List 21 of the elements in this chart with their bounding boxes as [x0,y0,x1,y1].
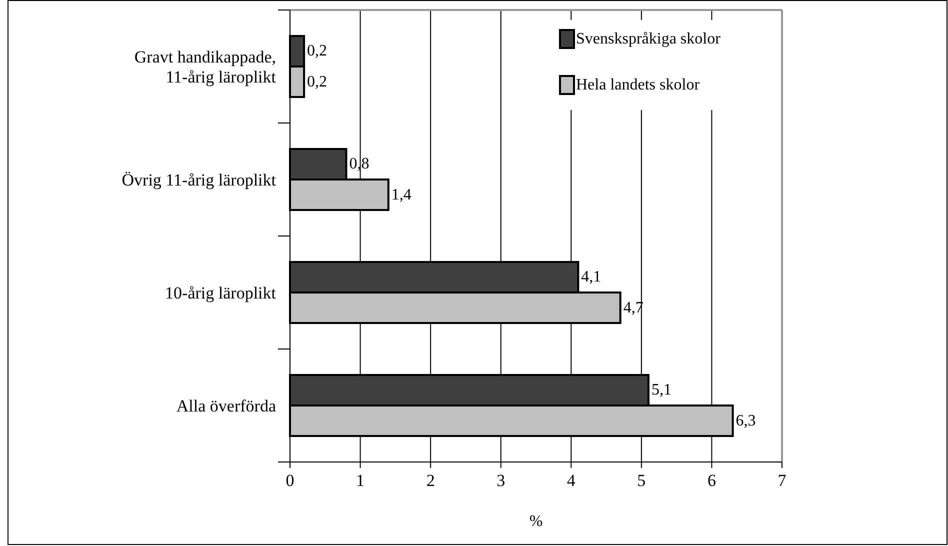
x-axis-title: % [529,513,543,530]
x-tick-label: 6 [707,471,716,490]
x-tick-label: 1 [356,471,365,490]
data-label: 5,1 [651,382,672,399]
x-tick-label: 5 [637,471,646,490]
data-label: 6,3 [736,412,756,430]
x-tick-label: 0 [286,471,294,490]
legend-label: Hela landets skolor [576,76,700,94]
x-tick-label: 3 [496,471,506,490]
x-tick-label: 4 [566,471,576,490]
y-tick-label: Alla överförda [176,396,276,415]
legend-label: Svenskspråkiga skolor [576,30,722,48]
y-tick-label: 10-årig läroplikt [165,283,276,302]
data-label: 4,1 [581,268,602,286]
data-label: 0,2 [307,73,328,90]
y-tick-label: Övrig 11-årig läroplikt [122,170,276,189]
data-label: 0,2 [307,42,328,60]
x-tick-label: 7 [778,471,787,490]
y-tick-label: Gravt handikappade, 11-årig läroplikt [134,47,276,86]
data-label: 1,4 [391,186,412,204]
x-tick-label: 2 [426,471,435,490]
